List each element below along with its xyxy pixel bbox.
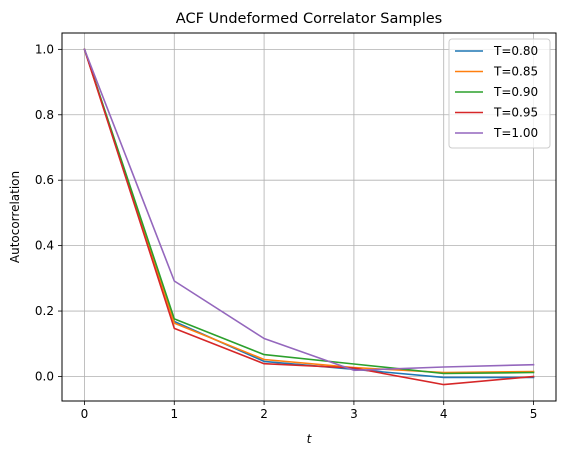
series-line-t-1-00 — [83, 48, 535, 372]
series-line-t-0-95 — [83, 48, 535, 386]
x-axis-label: t — [307, 432, 313, 446]
y-axis-ticks: 0.0 0.2 0.4 0.6 0.8 1.0 — [35, 42, 62, 383]
x-tick-label: 3 — [350, 407, 358, 421]
y-tick-label: 0.4 — [35, 239, 54, 253]
legend-label: T=0.90 — [493, 85, 538, 99]
x-tick-label: 2 — [260, 407, 268, 421]
chart-title: ACF Undeformed Correlator Samples — [176, 11, 442, 27]
series-line-t-0-85 — [83, 48, 535, 374]
y-tick-label: 0.2 — [35, 304, 54, 318]
legend-label: T=1.00 — [493, 126, 538, 140]
series-line-t-0-90 — [83, 48, 535, 375]
y-tick-label: 0.8 — [35, 108, 54, 122]
y-tick-label: 0.0 — [35, 369, 54, 383]
legend-label: T=0.80 — [493, 44, 538, 58]
y-tick-label: 0.6 — [35, 173, 54, 187]
legend-frame — [448, 38, 551, 149]
x-tick-label: 0 — [81, 407, 89, 421]
y-tick-label: 1.0 — [35, 42, 54, 56]
plot-frame — [61, 32, 557, 402]
y-axis-label: Autocorrelation — [8, 171, 22, 263]
x-axis-ticks: 0 1 2 3 4 5 — [81, 401, 538, 421]
legend-label: T=0.95 — [493, 106, 538, 120]
legend: T=0.80 T=0.85 T=0.90 T=0.95 T=1.00 — [448, 38, 551, 149]
series-lines — [83, 48, 535, 386]
x-tick-label: 5 — [530, 407, 538, 421]
legend-label: T=0.85 — [493, 65, 538, 79]
x-tick-label: 1 — [170, 407, 178, 421]
x-tick-label: 4 — [440, 407, 448, 421]
